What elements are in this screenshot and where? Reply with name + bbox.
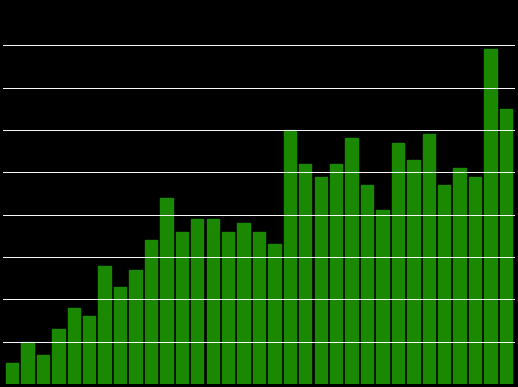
Bar <box>237 223 250 384</box>
Bar <box>68 308 80 384</box>
Bar <box>207 219 219 384</box>
Bar <box>314 176 327 384</box>
Bar <box>191 219 204 384</box>
Bar <box>438 185 450 384</box>
Bar <box>222 232 234 384</box>
Bar <box>376 211 388 384</box>
Bar <box>299 164 311 384</box>
Bar <box>176 232 188 384</box>
Bar <box>98 265 111 384</box>
Bar <box>6 363 18 384</box>
Bar <box>160 198 172 384</box>
Bar <box>145 240 157 384</box>
Bar <box>361 185 373 384</box>
Bar <box>253 232 265 384</box>
Bar <box>130 270 142 384</box>
Bar <box>114 287 126 384</box>
Bar <box>392 143 404 384</box>
Bar <box>423 134 435 384</box>
Bar <box>52 329 65 384</box>
Bar <box>346 139 358 384</box>
Bar <box>21 342 34 384</box>
Bar <box>484 50 497 384</box>
Bar <box>83 317 95 384</box>
Bar <box>284 130 296 384</box>
Bar <box>37 354 49 384</box>
Bar <box>500 109 512 384</box>
Bar <box>330 164 342 384</box>
Bar <box>453 168 466 384</box>
Bar <box>407 159 420 384</box>
Bar <box>469 176 481 384</box>
Bar <box>268 244 281 384</box>
